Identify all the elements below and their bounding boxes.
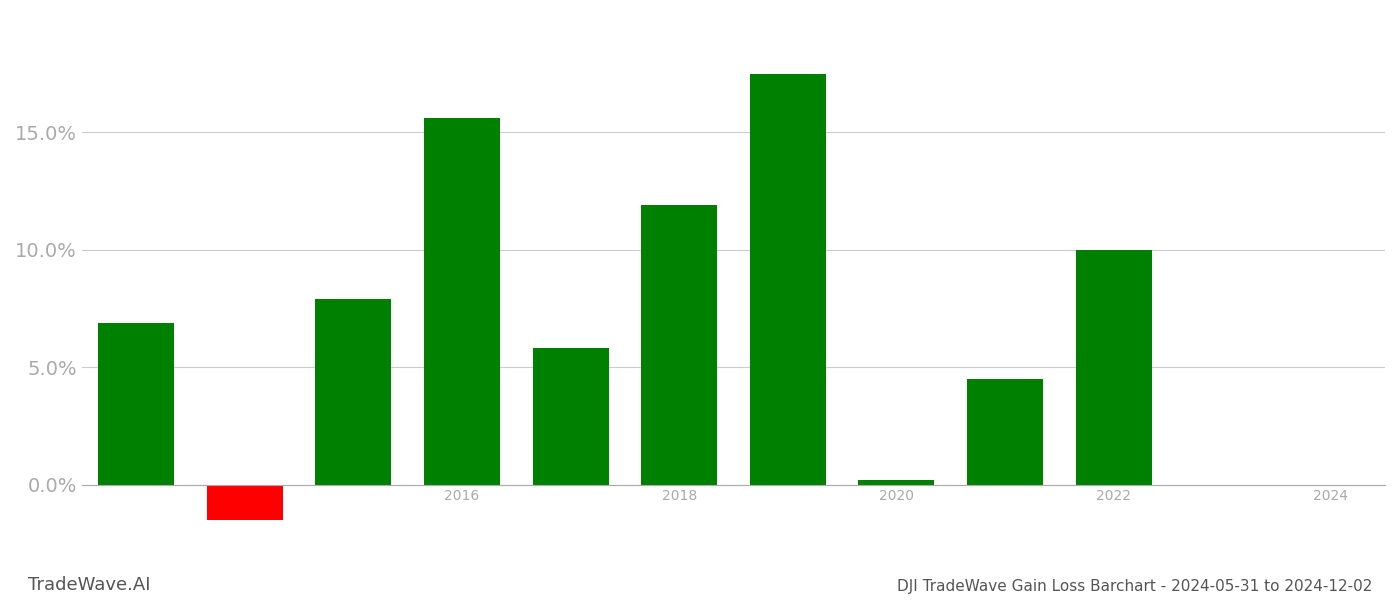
Bar (641, 205, 717, 485)
Bar (424, 118, 500, 485)
Text: TradeWave.AI: TradeWave.AI (28, 576, 151, 594)
Bar (858, 480, 934, 485)
Bar (750, 74, 826, 485)
Text: DJI TradeWave Gain Loss Barchart - 2024-05-31 to 2024-12-02: DJI TradeWave Gain Loss Barchart - 2024-… (896, 579, 1372, 594)
Bar (98, 323, 174, 485)
Bar (315, 299, 392, 485)
Bar (207, 485, 283, 520)
Bar (532, 349, 609, 485)
Bar (1075, 250, 1152, 485)
Bar (967, 379, 1043, 485)
